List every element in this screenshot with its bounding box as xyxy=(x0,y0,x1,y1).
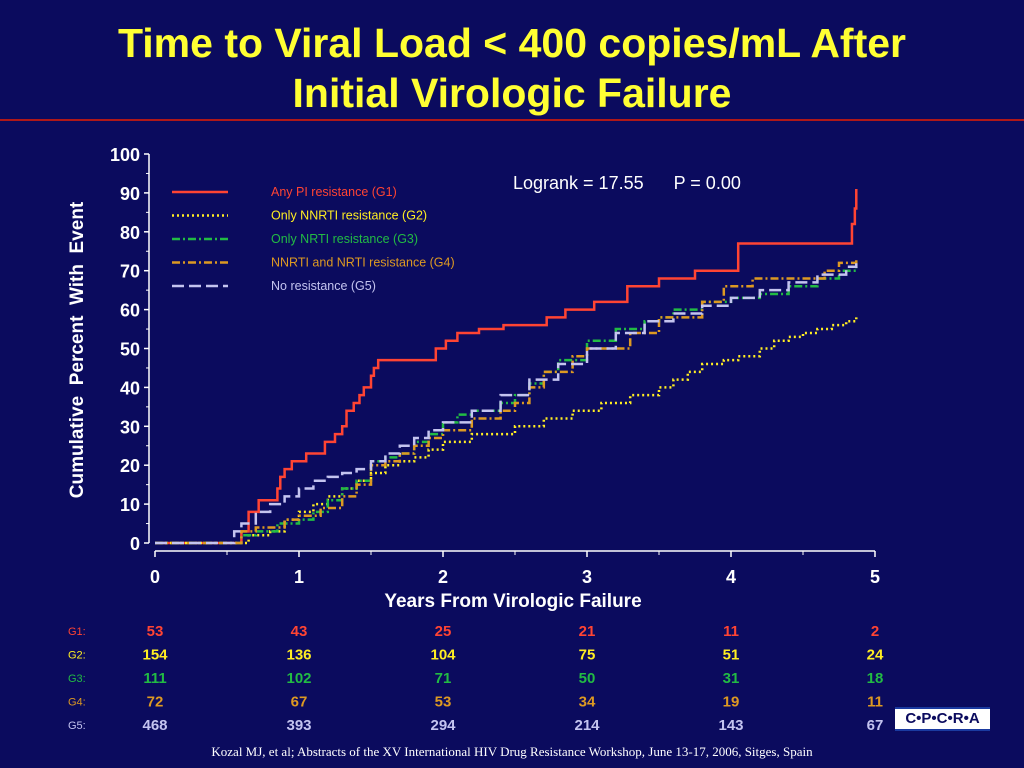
risk-cell: 67 xyxy=(291,694,308,711)
series-line-g4 xyxy=(155,259,858,545)
risk-cell: 294 xyxy=(430,717,456,734)
legend-label-g3: Only NRTI resistance (G3) xyxy=(271,232,418,246)
y-tick-label: 0 xyxy=(130,534,140,554)
title-line-1: Time to Viral Load < 400 copies/mL After xyxy=(117,20,906,66)
chart-legend: Any PI resistance (G1) Only NNRTI resista… xyxy=(172,185,455,293)
risk-cell: 53 xyxy=(147,623,164,640)
y-tick-label: 80 xyxy=(120,223,140,243)
y-tick-label: 20 xyxy=(120,456,140,476)
risk-cell: 2 xyxy=(871,623,879,640)
risk-cell: 111 xyxy=(143,670,166,687)
series-line-g2 xyxy=(155,317,858,545)
x-tick-label: 3 xyxy=(582,567,592,587)
title-line-2: Initial Virologic Failure xyxy=(292,70,732,116)
x-tick-label: 0 xyxy=(150,567,160,587)
x-axis-label: Years From Virologic Failure xyxy=(384,591,641,612)
risk-cell: 72 xyxy=(147,694,164,711)
logo-text: C•P•C•R•A xyxy=(905,710,980,727)
y-tick-label: 90 xyxy=(120,184,140,204)
risk-cell: 34 xyxy=(579,694,596,711)
risk-cell: 136 xyxy=(286,647,311,664)
risk-row-label: G2: xyxy=(68,650,86,662)
risk-cell: 24 xyxy=(867,647,884,664)
y-tick-label: 50 xyxy=(120,340,140,360)
risk-cell: 143 xyxy=(718,717,743,734)
risk-row-label: G1: xyxy=(68,626,86,638)
series-line-g1 xyxy=(155,189,858,545)
risk-cell: 468 xyxy=(142,717,167,734)
risk-row-label: G5: xyxy=(68,720,86,732)
legend-label-g1: Any PI resistance (G1) xyxy=(271,185,397,199)
chart-series xyxy=(155,189,858,545)
risk-cell: 50 xyxy=(579,670,596,687)
risk-cell: 104 xyxy=(430,647,456,664)
y-axis-label: Cumulative Percent With Event xyxy=(67,201,88,498)
risk-cell: 18 xyxy=(867,670,884,687)
title-divider xyxy=(0,119,1024,121)
at-risk-table: G1: 53 43 25 21 11 2 G2: 154 136 104 75 51 24 G3: 111 10… xyxy=(68,623,884,734)
x-tick-label: 2 xyxy=(438,567,448,587)
risk-cell: 75 xyxy=(579,647,596,664)
y-tick-label: 60 xyxy=(120,301,140,321)
citation-text: Kozal MJ, et al; Abstracts of the XV Int… xyxy=(211,744,813,759)
risk-cell: 19 xyxy=(723,694,740,711)
risk-cell: 11 xyxy=(723,623,739,640)
risk-cell: 43 xyxy=(291,623,308,640)
risk-cell: 154 xyxy=(142,647,168,664)
risk-cell: 393 xyxy=(286,717,311,734)
risk-row-label: G4: xyxy=(68,697,86,709)
risk-row-label: G3: xyxy=(68,673,86,685)
y-tick-label: 10 xyxy=(120,495,140,515)
risk-cell: 102 xyxy=(286,670,311,687)
x-tick-label: 4 xyxy=(726,567,736,587)
y-tick-label: 100 xyxy=(110,145,140,165)
chart-axes: 0 10 20 30 40 50 60 70 80 90 100 0 1 2 3 4 5 xyxy=(110,145,880,587)
risk-cell: 31 xyxy=(723,670,740,687)
risk-cell: 214 xyxy=(574,717,600,734)
risk-cell: 25 xyxy=(435,623,452,640)
x-tick-label: 1 xyxy=(294,567,304,587)
y-tick-label: 70 xyxy=(120,262,140,282)
series-line-g3 xyxy=(155,266,858,545)
risk-cell: 67 xyxy=(867,717,884,734)
risk-cell: 51 xyxy=(723,647,740,664)
cpcra-logo: C•P•C•R•A xyxy=(895,707,990,731)
y-tick-label: 30 xyxy=(120,417,140,437)
legend-label-g4: NNRTI and NRTI resistance (G4) xyxy=(271,256,455,270)
risk-cell: 53 xyxy=(435,694,452,711)
legend-label-g5: No resistance (G5) xyxy=(271,279,376,293)
risk-cell: 21 xyxy=(579,623,596,640)
x-tick-label: 5 xyxy=(870,567,880,587)
y-tick-label: 40 xyxy=(120,378,140,398)
series-line-g5 xyxy=(155,262,858,545)
risk-cell: 11 xyxy=(867,694,883,711)
logrank-annotation: Logrank = 17.55 P = 0.00 xyxy=(513,173,741,193)
risk-cell: 71 xyxy=(435,670,452,687)
page-title: Time to Viral Load < 400 copies/mL After… xyxy=(0,18,1024,118)
legend-label-g2: Only NNRTI resistance (G2) xyxy=(271,209,427,223)
